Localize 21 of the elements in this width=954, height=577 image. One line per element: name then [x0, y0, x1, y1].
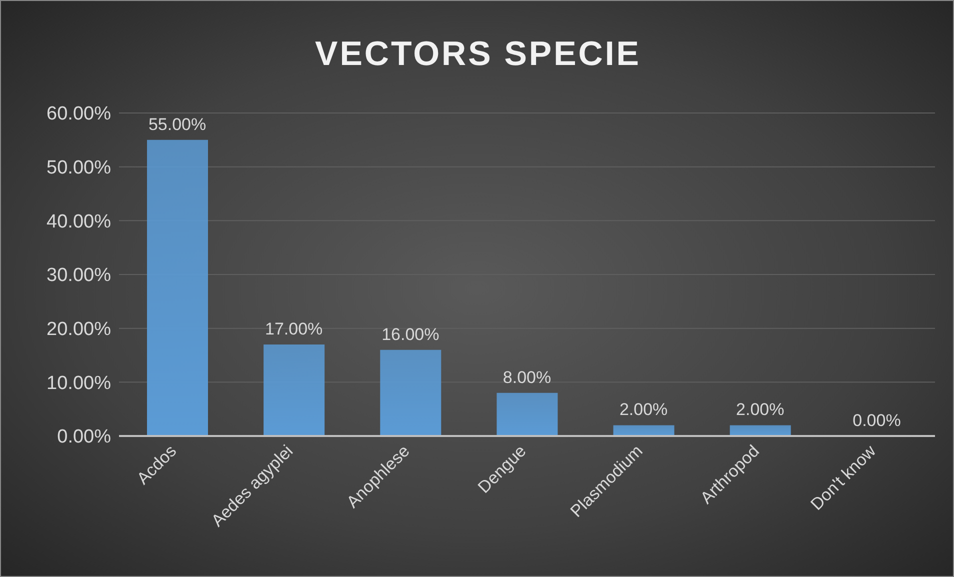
chart-title: VECTORS SPECIE [314, 35, 642, 74]
y-tick-label: 40.00% [46, 211, 112, 232]
data-label: 2.00% [619, 400, 668, 420]
bar [380, 350, 442, 436]
y-tick-label: 10.00% [46, 372, 112, 394]
bar [496, 392, 558, 436]
y-tick-label: 60.00% [46, 104, 112, 125]
data-label: 17.00% [265, 319, 323, 338]
bar [147, 140, 208, 436]
y-tick-label: 20.00% [46, 319, 112, 340]
data-label: 16.00% [382, 324, 440, 344]
data-label: 0.00% [852, 411, 901, 430]
data-label: 8.00% [502, 368, 552, 387]
y-tick-label: 30.00% [46, 265, 112, 286]
data-label: 55.00% [148, 114, 206, 134]
bar [264, 344, 325, 436]
y-tick-label: 0.00% [57, 426, 112, 448]
bar [730, 425, 791, 436]
bar [613, 425, 674, 436]
y-tick-label: 50.00% [46, 158, 112, 179]
data-label: 2.00% [736, 400, 784, 420]
